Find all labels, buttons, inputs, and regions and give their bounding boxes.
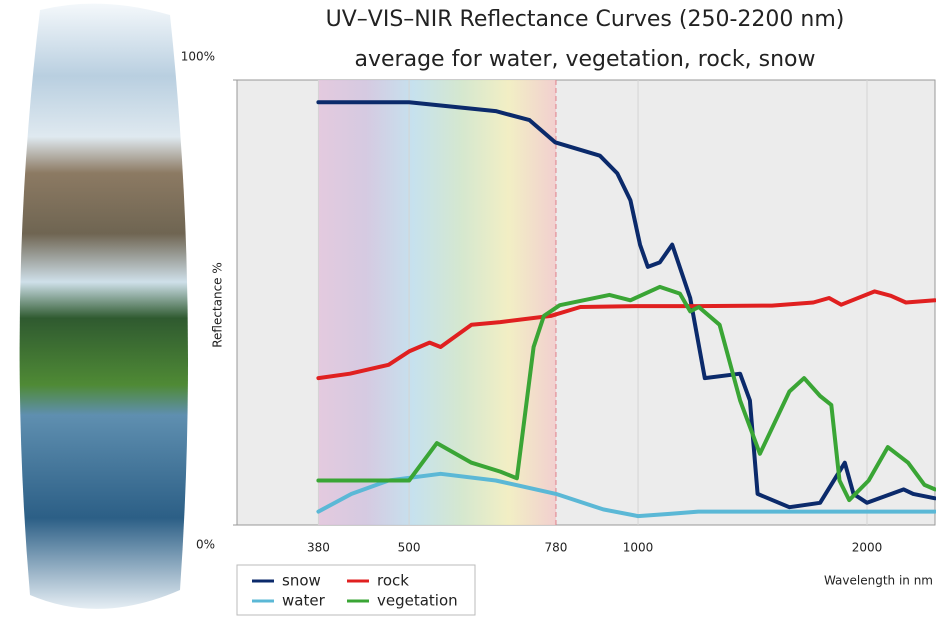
y-tick-label: 100% [181,50,215,64]
series-line [316,471,936,519]
x-axis-label: Wavelength in nm [824,574,933,588]
x-tick-label: 500 [398,541,421,555]
x-tick-label: 2000 [852,541,883,555]
x-tick-label: 380 [307,541,330,555]
chart-subtitle: average for water, vegetation, rock, sno… [355,47,816,72]
x-tick-label: 780 [545,541,568,555]
visible-spectrum-band [318,80,556,525]
landscape-image [19,3,189,609]
legend-label: water [282,592,326,610]
legend-label: rock [377,572,409,590]
series-line [316,284,936,503]
chart-title: UV–VIS–NIR Reflectance Curves (250-2200 … [326,7,845,32]
y-axis-label: Reflectance % [211,262,225,348]
legend-label: snow [282,572,321,590]
x-tick-label: 1000 [623,541,654,555]
legend-label: vegetation [377,592,458,610]
series-line [316,289,936,381]
legend-box [236,564,476,616]
y-tick-label: 0% [196,538,215,552]
